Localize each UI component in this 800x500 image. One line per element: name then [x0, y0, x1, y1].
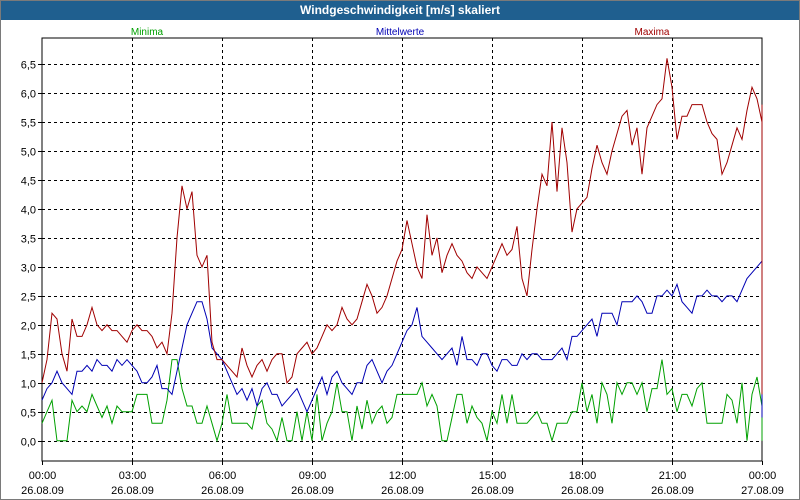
y-tick-label: 0,5 — [21, 408, 36, 420]
window-title: Windgeschwindigkeit [m/s] skaliert — [1, 1, 799, 20]
x-tick-time: 03:00 — [119, 470, 147, 482]
y-axis: 0,0 0,5 1,0 1,5 2,0 2,5 3,0 3,5 4,0 4,5 5,0 5,5 6,0 6… — [21, 60, 42, 449]
y-tick-label: 5,5 — [21, 118, 36, 130]
x-tick-date: 26.08.09 — [291, 485, 334, 497]
x-tick-time: 18:00 — [569, 470, 597, 482]
x-tick-time: 06:00 — [209, 470, 237, 482]
legend-mittelwerte: Mittelwerte — [376, 27, 425, 38]
legend: Minima Mittelwerte Maxima — [131, 27, 670, 38]
x-tick-time: 21:00 — [659, 470, 687, 482]
x-tick-time: 09:00 — [299, 470, 327, 482]
y-tick-label: 6,5 — [21, 60, 36, 72]
x-tick-time: 12:00 — [389, 470, 417, 482]
x-tick-date: 26.08.09 — [111, 485, 154, 497]
y-tick-label: 0,0 — [21, 437, 36, 449]
y-tick-label: 5,0 — [21, 147, 36, 159]
x-tick-date: 26.08.09 — [201, 485, 244, 497]
x-tick-date: 26.08.09 — [651, 485, 694, 497]
y-tick-label: 2,0 — [21, 321, 36, 333]
x-tick-time: 15:00 — [479, 470, 507, 482]
x-axis: 00:00 26.08.09 03:00 26.08.09 06:00 26.08.09 0… — [21, 461, 784, 497]
y-tick-label: 4,5 — [21, 176, 36, 188]
series-line-mittelwerte — [41, 259, 763, 418]
x-tick-date: 26.08.09 — [561, 485, 604, 497]
x-tick-date: 26.08.09 — [381, 485, 424, 497]
y-tick-label: 1,0 — [21, 379, 36, 391]
y-tick-label: 1,5 — [21, 350, 36, 362]
x-tick-time: 00:00 — [749, 470, 777, 482]
legend-maxima: Maxima — [634, 27, 669, 38]
series-line-maxima — [41, 58, 763, 395]
series-lines — [41, 58, 763, 443]
y-tick-label: 4,0 — [21, 205, 36, 217]
legend-minima: Minima — [131, 27, 164, 38]
y-tick-label: 6,0 — [21, 89, 36, 101]
y-tick-label: 3,0 — [21, 263, 36, 275]
series-line-minima — [41, 353, 763, 443]
y-tick-label: 2,5 — [21, 292, 36, 304]
x-tick-time: 00:00 — [29, 470, 57, 482]
x-tick-date: 26.08.09 — [21, 485, 64, 497]
x-tick-date: 27.08.09 — [741, 485, 784, 497]
y-tick-label: 3,5 — [21, 234, 36, 246]
x-tick-date: 26.08.09 — [471, 485, 514, 497]
